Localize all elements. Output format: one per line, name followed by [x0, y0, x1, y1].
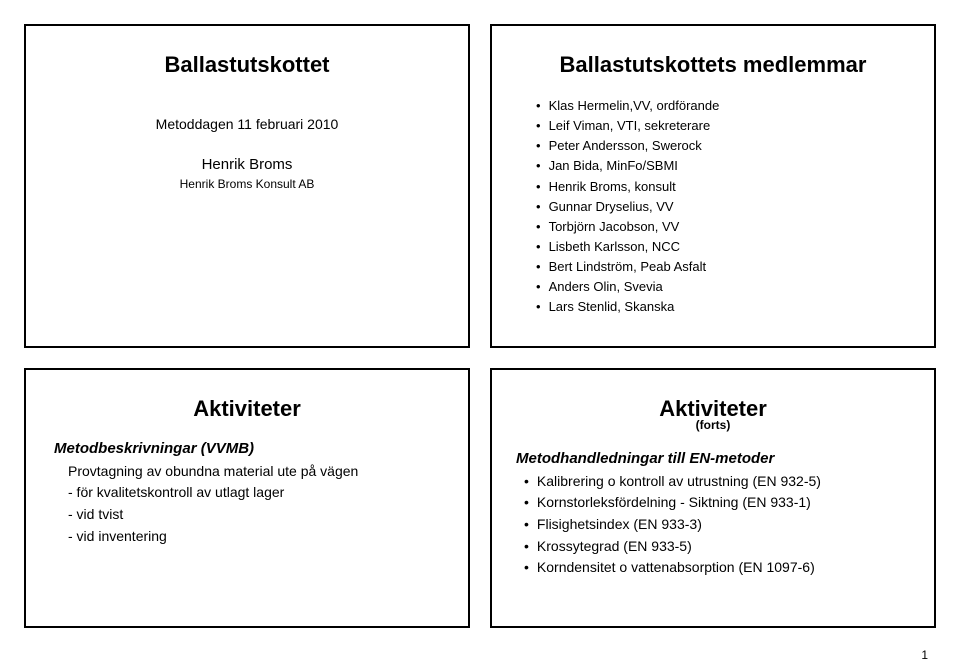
- list-item: Klas Hermelin,VV, ordförande: [536, 96, 910, 116]
- line: Provtagning av obundna material ute på v…: [68, 461, 444, 483]
- list-item: Krossytegrad (EN 933-5): [524, 536, 910, 558]
- slide-1-title: Ballastutskottet: [50, 52, 444, 78]
- page-number: 1: [921, 648, 928, 662]
- slide-3-body: Metodbeskrivningar (VVMB) Provtagning av…: [50, 440, 444, 548]
- list-item: Jan Bida, MinFo/SBMI: [536, 156, 910, 176]
- list-item: Torbjörn Jacobson, VV: [536, 217, 910, 237]
- slide-1-company: Henrik Broms Konsult AB: [50, 176, 444, 193]
- list-item: Korndensitet o vattenabsorption (EN 1097…: [524, 557, 910, 579]
- list-item: Peter Andersson, Swerock: [536, 136, 910, 156]
- list-item: Flisighetsindex (EN 933-3): [524, 514, 910, 536]
- line: - vid tvist: [68, 504, 444, 526]
- list-item: Leif Viman, VTI, sekreterare: [536, 116, 910, 136]
- slide-3-title: Aktiviteter: [50, 396, 444, 422]
- slide-grid: Ballastutskottet Metoddagen 11 februari …: [24, 24, 936, 628]
- slide-3-subhead: Metodbeskrivningar (VVMB): [54, 440, 444, 457]
- slide-2: Ballastutskottets medlemmar Klas Hermeli…: [490, 24, 936, 348]
- list-item: Henrik Broms, konsult: [536, 177, 910, 197]
- list-item: Kornstorleksfördelning - Siktning (EN 93…: [524, 492, 910, 514]
- slide-4-subhead: Metodhandledningar till EN-metoder: [516, 450, 910, 467]
- slide-1-date: Metoddagen 11 februari 2010: [50, 114, 444, 134]
- line: - för kvalitetskontroll av utlagt lager: [68, 482, 444, 504]
- slide-1-author: Henrik Broms: [50, 154, 444, 176]
- slide-1-body: Metoddagen 11 februari 2010 Henrik Broms…: [50, 114, 444, 193]
- line: - vid inventering: [68, 526, 444, 548]
- slide-4-forts: (forts): [516, 418, 910, 432]
- slide-2-title: Ballastutskottets medlemmar: [516, 52, 910, 78]
- slide-2-list: Klas Hermelin,VV, ordförande Leif Viman,…: [516, 96, 910, 318]
- list-item: Kalibrering o kontroll av utrustning (EN…: [524, 471, 910, 493]
- list-item: Lisbeth Karlsson, NCC: [536, 237, 910, 257]
- list-item: Anders Olin, Svevia: [536, 277, 910, 297]
- list-item: Bert Lindström, Peab Asfalt: [536, 257, 910, 277]
- slide-3-lines: Provtagning av obundna material ute på v…: [54, 461, 444, 548]
- list-item: Gunnar Dryselius, VV: [536, 197, 910, 217]
- slide-3: Aktiviteter Metodbeskrivningar (VVMB) Pr…: [24, 368, 470, 628]
- slide-1: Ballastutskottet Metoddagen 11 februari …: [24, 24, 470, 348]
- slide-4-list: Kalibrering o kontroll av utrustning (EN…: [516, 471, 910, 579]
- slide-4: Aktiviteter (forts) Metodhandledningar t…: [490, 368, 936, 628]
- list-item: Lars Stenlid, Skanska: [536, 297, 910, 317]
